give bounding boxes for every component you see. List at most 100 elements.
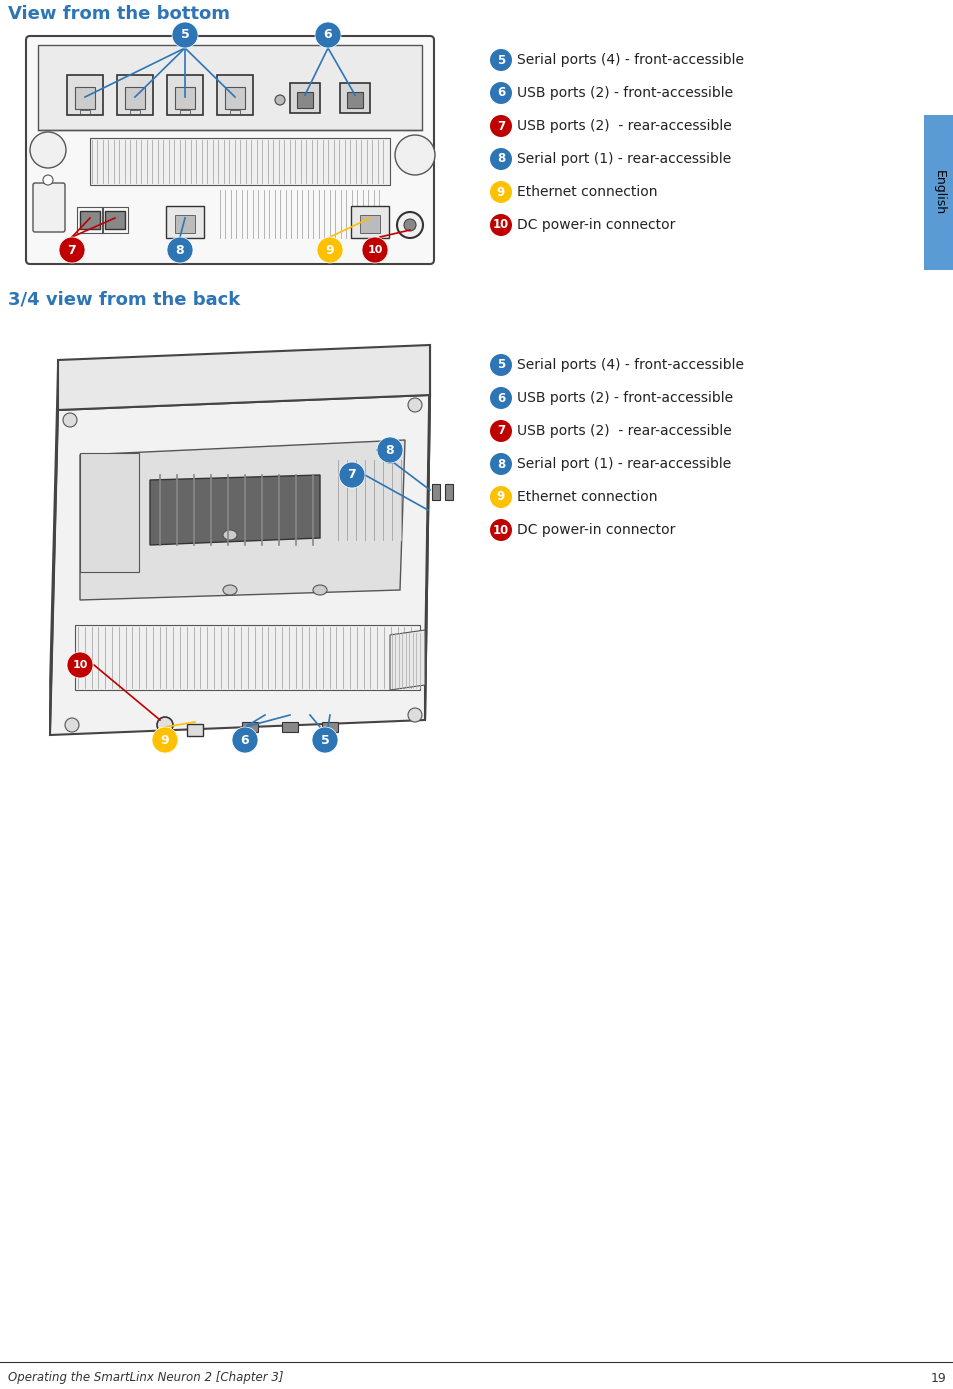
Text: Serial ports (4) - front-accessible: Serial ports (4) - front-accessible — [517, 53, 743, 67]
Circle shape — [490, 49, 512, 71]
Circle shape — [172, 22, 198, 49]
Polygon shape — [50, 360, 58, 735]
Text: 10: 10 — [367, 244, 382, 256]
Text: 5: 5 — [180, 29, 190, 42]
FancyBboxPatch shape — [216, 75, 253, 115]
Circle shape — [312, 726, 337, 753]
Polygon shape — [424, 344, 430, 720]
FancyBboxPatch shape — [167, 75, 203, 115]
Circle shape — [490, 486, 512, 508]
Circle shape — [490, 519, 512, 540]
Circle shape — [167, 238, 193, 263]
Text: Ethernet connection: Ethernet connection — [517, 490, 657, 504]
Circle shape — [67, 651, 92, 678]
Circle shape — [396, 213, 422, 238]
Circle shape — [490, 115, 512, 138]
Circle shape — [490, 149, 512, 169]
Circle shape — [490, 419, 512, 442]
Text: 8: 8 — [175, 243, 184, 257]
FancyBboxPatch shape — [33, 183, 65, 232]
Text: 19: 19 — [929, 1371, 945, 1385]
Text: 10: 10 — [493, 218, 509, 232]
Text: English: English — [931, 169, 944, 215]
FancyBboxPatch shape — [225, 88, 245, 108]
Circle shape — [490, 453, 512, 475]
Polygon shape — [75, 625, 419, 690]
Text: USB ports (2) - front-accessible: USB ports (2) - front-accessible — [517, 390, 732, 406]
Bar — [432, 483, 439, 500]
Bar — [242, 722, 257, 732]
Bar — [444, 483, 453, 500]
FancyBboxPatch shape — [351, 206, 389, 238]
Bar — [322, 722, 337, 732]
FancyBboxPatch shape — [339, 83, 370, 113]
Text: Operating the SmartLinx Neuron 2 [Chapter 3]: Operating the SmartLinx Neuron 2 [Chapte… — [8, 1371, 283, 1385]
Circle shape — [408, 708, 421, 722]
Circle shape — [403, 219, 416, 231]
Text: USB ports (2)  - rear-accessible: USB ports (2) - rear-accessible — [517, 424, 731, 438]
FancyBboxPatch shape — [117, 75, 152, 115]
Bar — [38, 44, 421, 131]
Polygon shape — [390, 631, 424, 690]
Text: 10: 10 — [493, 524, 509, 536]
Circle shape — [490, 214, 512, 236]
Circle shape — [490, 354, 512, 376]
Text: Serial port (1) - rear-accessible: Serial port (1) - rear-accessible — [517, 151, 731, 167]
Circle shape — [274, 94, 285, 106]
Bar — [187, 724, 203, 736]
Ellipse shape — [223, 585, 236, 594]
Polygon shape — [80, 440, 405, 600]
Circle shape — [395, 135, 435, 175]
Circle shape — [232, 726, 257, 753]
Text: Serial port (1) - rear-accessible: Serial port (1) - rear-accessible — [517, 457, 731, 471]
Text: 5: 5 — [497, 54, 504, 67]
Text: 8: 8 — [497, 457, 504, 471]
FancyBboxPatch shape — [290, 83, 319, 113]
Text: 8: 8 — [385, 443, 394, 457]
FancyBboxPatch shape — [166, 206, 204, 238]
Text: 8: 8 — [497, 153, 504, 165]
Circle shape — [43, 175, 53, 185]
Polygon shape — [58, 344, 430, 410]
Bar — [347, 92, 363, 108]
Text: View from the bottom: View from the bottom — [8, 6, 230, 24]
Circle shape — [63, 413, 77, 426]
Circle shape — [338, 463, 365, 488]
Text: DC power-in connector: DC power-in connector — [517, 524, 675, 538]
Text: USB ports (2)  - rear-accessible: USB ports (2) - rear-accessible — [517, 119, 731, 133]
Text: 5: 5 — [320, 733, 329, 746]
Text: 9: 9 — [497, 186, 504, 199]
FancyBboxPatch shape — [67, 75, 103, 115]
Text: 6: 6 — [240, 733, 249, 746]
Circle shape — [408, 399, 421, 413]
FancyBboxPatch shape — [125, 88, 145, 108]
Circle shape — [376, 438, 402, 463]
Circle shape — [152, 726, 178, 753]
Circle shape — [314, 22, 340, 49]
Text: 9: 9 — [325, 243, 334, 257]
Ellipse shape — [223, 531, 236, 540]
Text: 10: 10 — [72, 660, 88, 669]
Text: 3/4 view from the back: 3/4 view from the back — [8, 290, 240, 308]
Circle shape — [490, 388, 512, 408]
Text: 9: 9 — [497, 490, 504, 503]
Text: DC power-in connector: DC power-in connector — [517, 218, 675, 232]
Text: 6: 6 — [323, 29, 332, 42]
Polygon shape — [50, 394, 430, 735]
Text: 6: 6 — [497, 392, 504, 404]
Text: 7: 7 — [497, 119, 504, 132]
Bar — [90, 138, 390, 185]
Circle shape — [59, 238, 85, 263]
FancyBboxPatch shape — [174, 215, 194, 233]
Bar — [105, 211, 125, 229]
Circle shape — [361, 238, 388, 263]
FancyBboxPatch shape — [80, 453, 139, 572]
FancyBboxPatch shape — [26, 36, 434, 264]
Circle shape — [490, 181, 512, 203]
Circle shape — [157, 717, 172, 733]
Ellipse shape — [313, 585, 327, 594]
Bar — [80, 211, 100, 229]
Circle shape — [65, 718, 79, 732]
Text: 6: 6 — [497, 86, 504, 100]
Text: USB ports (2) - front-accessible: USB ports (2) - front-accessible — [517, 86, 732, 100]
